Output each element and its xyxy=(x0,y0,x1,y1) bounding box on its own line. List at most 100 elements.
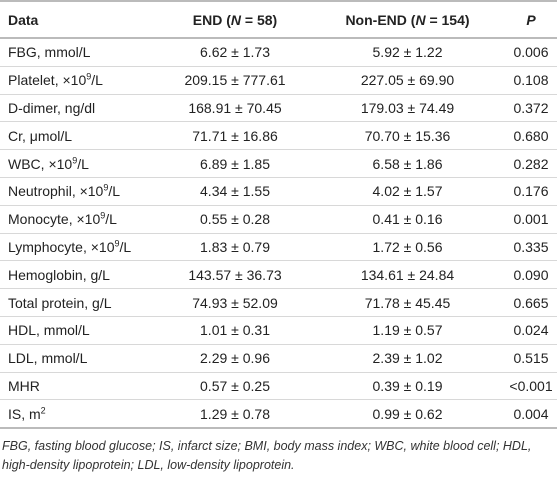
table-row: FBG, mmol/L 6.62 ± 1.73 5.92 ± 1.22 0.006 xyxy=(0,38,557,67)
footnote: FBG, fasting blood glucose; IS, infarct … xyxy=(2,439,532,473)
text: HDL, mmol/L xyxy=(8,322,90,339)
cell: 2.29 ± 0.96 xyxy=(160,344,310,373)
header-cell: Non-END (N = 154) xyxy=(310,0,505,39)
header-cell: END (N = 58) xyxy=(160,0,310,39)
cell: 143.57 ± 36.73 xyxy=(160,260,310,290)
cell: 1.29 ± 0.78 xyxy=(160,399,310,430)
cell: 0.108 xyxy=(505,66,557,95)
cell: 0.39 ± 0.19 xyxy=(310,372,505,401)
cell: 5.92 ± 1.22 xyxy=(310,38,505,67)
text: = 154) xyxy=(425,11,470,28)
cell: 70.70 ± 15.36 xyxy=(310,121,505,151)
cell: 0.41 ± 0.16 xyxy=(310,205,505,234)
text: Monocyte, ×10 xyxy=(8,211,101,228)
formatted-text: 9 xyxy=(103,182,109,193)
cell: 74.93 ± 52.09 xyxy=(160,288,310,317)
cell: 0.006 xyxy=(505,38,557,67)
cell: 0.001 xyxy=(505,205,557,234)
cell: 71.78 ± 45.45 xyxy=(310,288,505,317)
cell: 1.01 ± 0.31 xyxy=(160,316,310,345)
table-row: Monocyte, ×109/L 0.55 ± 0.28 0.41 ± 0.16 0.… xyxy=(0,205,557,234)
row-label: Platelet, ×109/L xyxy=(0,66,160,95)
row-label: Total protein, g/L xyxy=(0,288,160,317)
cell: 4.02 ± 1.57 xyxy=(310,177,505,206)
row-label: Neutrophil, ×109/L xyxy=(0,177,160,206)
cell: 0.372 xyxy=(505,94,557,123)
row-label: LDL, mmol/L xyxy=(0,344,160,373)
text: Neutrophil, ×10 xyxy=(8,183,104,200)
cell: 0.665 xyxy=(505,288,557,317)
text: Lymphocyte, ×10 xyxy=(8,238,115,255)
table-row: IS, m2 1.29 ± 0.78 0.99 ± 0.62 0.004 xyxy=(0,399,557,430)
table-row: LDL, mmol/L 2.29 ± 0.96 2.39 ± 1.02 0.515 xyxy=(0,344,557,373)
row-label: WBC, ×109/L xyxy=(0,149,160,178)
row-label: D-dimer, ng/dl xyxy=(0,94,160,123)
cell: 1.72 ± 0.56 xyxy=(310,233,505,262)
cell: 0.090 xyxy=(505,260,557,290)
text: WBC, ×10 xyxy=(8,155,73,172)
cell: 6.89 ± 1.85 xyxy=(160,149,310,178)
cell: 2.39 ± 1.02 xyxy=(310,344,505,373)
cell: 134.61 ± 24.84 xyxy=(310,260,505,290)
cell: 0.024 xyxy=(505,316,557,345)
cell: 0.335 xyxy=(505,233,557,262)
row-label: Monocyte, ×109/L xyxy=(0,205,160,234)
text: END ( xyxy=(192,11,231,28)
cell: 168.91 ± 70.45 xyxy=(160,94,310,123)
row-label: Cr, μmol/L xyxy=(0,121,160,151)
text: IS, m xyxy=(8,405,41,422)
row-label: MHR xyxy=(0,372,160,401)
text: Non-END ( xyxy=(345,11,416,28)
row-label: IS, m2 xyxy=(0,399,160,430)
cell: 0.57 ± 0.25 xyxy=(160,372,310,401)
text: FBG, mmol/L xyxy=(8,44,91,61)
formatted-text: N xyxy=(415,11,426,28)
header-cell: Data xyxy=(0,0,160,39)
header-row: Data END (N = 58) Non-END (N = 154) P xyxy=(0,0,557,39)
row-label: FBG, mmol/L xyxy=(0,38,160,67)
text: Total protein, g/L xyxy=(8,294,112,311)
cell: 6.58 ± 1.86 xyxy=(310,149,505,178)
cell: 1.19 ± 0.57 xyxy=(310,316,505,345)
table-row: Hemoglobin, g/L 143.57 ± 36.73 134.61 ± 24… xyxy=(0,260,557,290)
text: /L xyxy=(105,211,117,228)
cell: 0.004 xyxy=(505,399,557,430)
table-row: Platelet, ×109/L 209.15 ± 777.61 227.05 ± … xyxy=(0,66,557,95)
cell: 0.176 xyxy=(505,177,557,206)
formatted-text: P xyxy=(526,11,536,28)
cell: 0.55 ± 0.28 xyxy=(160,205,310,234)
cell: 0.515 xyxy=(505,344,557,373)
text: /L xyxy=(77,155,89,172)
data-table: Data END (N = 58) Non-END (N = 154) P FBG, … xyxy=(0,0,557,430)
cell: 6.62 ± 1.73 xyxy=(160,38,310,67)
cell: 1.83 ± 0.79 xyxy=(160,233,310,262)
formatted-text: 2 xyxy=(40,405,46,416)
header-cell: P xyxy=(505,0,557,39)
cell: 209.15 ± 777.61 xyxy=(160,66,310,95)
text: Hemoglobin, g/L xyxy=(8,266,110,283)
text: /L xyxy=(119,238,132,255)
cell: 0.680 xyxy=(505,121,557,151)
cell: 227.05 ± 69.90 xyxy=(310,66,505,95)
cell: 4.34 ± 1.55 xyxy=(160,177,310,206)
row-label: HDL, mmol/L xyxy=(0,316,160,345)
cell: 0.282 xyxy=(505,149,557,178)
text: /L xyxy=(91,72,103,89)
table-row: D-dimer, ng/dl 168.91 ± 70.45 179.03 ± 74.… xyxy=(0,94,557,123)
formatted-text: 9 xyxy=(100,210,106,221)
formatted-text: N xyxy=(230,11,242,28)
text: LDL, mmol/L xyxy=(8,350,88,367)
table-row: Lymphocyte, ×109/L 1.83 ± 0.79 1.72 ± 0.56… xyxy=(0,233,557,262)
text: Cr, μmol/L xyxy=(8,127,73,144)
cell: 71.71 ± 16.86 xyxy=(160,121,310,151)
row-label: Lymphocyte, ×109/L xyxy=(0,233,160,262)
text: MHR xyxy=(8,377,40,394)
cell: <0.001 xyxy=(505,372,557,401)
table-row: Cr, μmol/L 71.71 ± 16.86 70.70 ± 15.36 0.68… xyxy=(0,121,557,151)
text: /L xyxy=(108,183,121,200)
table-row: MHR 0.57 ± 0.25 0.39 ± 0.19 <0.001 xyxy=(0,372,557,401)
table-row: Neutrophil, ×109/L 4.34 ± 1.55 4.02 ± 1.57… xyxy=(0,177,557,206)
text: Data xyxy=(8,11,39,28)
text: D-dimer, ng/dl xyxy=(8,99,96,116)
